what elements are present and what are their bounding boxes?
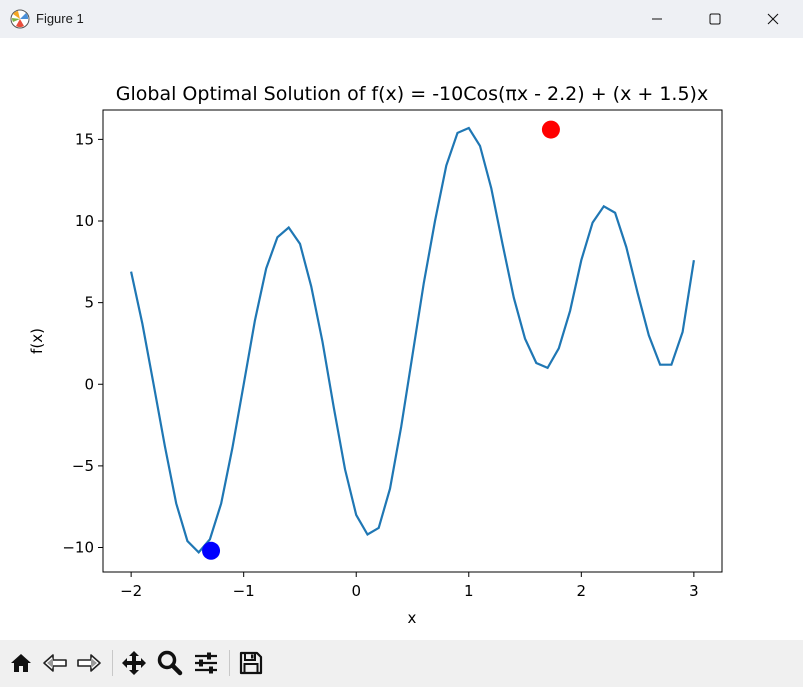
toolbar-separator xyxy=(229,650,230,676)
minimize-icon xyxy=(652,18,662,20)
toolbar-separator xyxy=(112,650,113,676)
save-floppy-icon xyxy=(239,651,263,675)
sliders-icon xyxy=(195,652,217,674)
x-tick-label: 3 xyxy=(689,582,699,600)
minimize-button[interactable] xyxy=(628,0,686,38)
window-titlebar: Figure 1 xyxy=(0,0,803,38)
maximize-icon xyxy=(709,13,721,25)
chart: Global Optimal Solution of f(x) = -10Cos… xyxy=(28,83,723,627)
maximize-button[interactable] xyxy=(686,0,744,38)
y-tick-label: −5 xyxy=(72,457,94,475)
configure-subplots-button[interactable] xyxy=(191,648,221,678)
optimum-markers xyxy=(202,120,560,560)
y-axis-label: f(x) xyxy=(28,328,46,354)
back-arrow-icon xyxy=(43,654,67,672)
x-tick-label: 0 xyxy=(351,582,361,600)
y-axis: −10 −5 0 5 10 15 xyxy=(62,130,103,557)
x-tick-label: −1 xyxy=(233,582,255,600)
chart-title: Global Optimal Solution of f(x) = -10Cos… xyxy=(116,83,708,105)
forward-arrow-icon xyxy=(77,654,101,672)
zoom-button[interactable] xyxy=(155,648,185,678)
y-tick-label: 0 xyxy=(84,375,94,393)
y-tick-label: 15 xyxy=(75,130,94,148)
close-button[interactable] xyxy=(744,0,802,38)
matplotlib-icon xyxy=(10,9,30,29)
plot-frame xyxy=(102,109,723,573)
save-button[interactable] xyxy=(236,648,266,678)
x-axis: −2 −1 0 1 2 3 xyxy=(120,572,699,600)
home-icon xyxy=(11,654,31,672)
magnifier-icon xyxy=(157,650,183,676)
move-icon xyxy=(122,651,146,675)
figure-canvas[interactable]: Global Optimal Solution of f(x) = -10Cos… xyxy=(0,38,803,640)
x-axis-label: x xyxy=(408,609,417,627)
y-tick-label: −10 xyxy=(62,539,94,557)
x-tick-label: 2 xyxy=(577,582,587,600)
x-tick-label: 1 xyxy=(464,582,474,600)
optimum-point xyxy=(541,120,560,139)
series-line xyxy=(130,126,695,555)
window-title: Figure 1 xyxy=(36,11,84,26)
y-tick-label: 5 xyxy=(84,294,94,312)
pan-button[interactable] xyxy=(119,648,149,678)
x-tick-label: −2 xyxy=(120,582,142,600)
back-button[interactable] xyxy=(40,648,70,678)
home-button[interactable] xyxy=(6,648,36,678)
y-tick-label: 10 xyxy=(75,212,94,230)
navigation-toolbar xyxy=(0,640,803,687)
close-icon xyxy=(767,13,779,25)
forward-button[interactable] xyxy=(74,648,104,678)
optimum-point xyxy=(202,541,221,560)
